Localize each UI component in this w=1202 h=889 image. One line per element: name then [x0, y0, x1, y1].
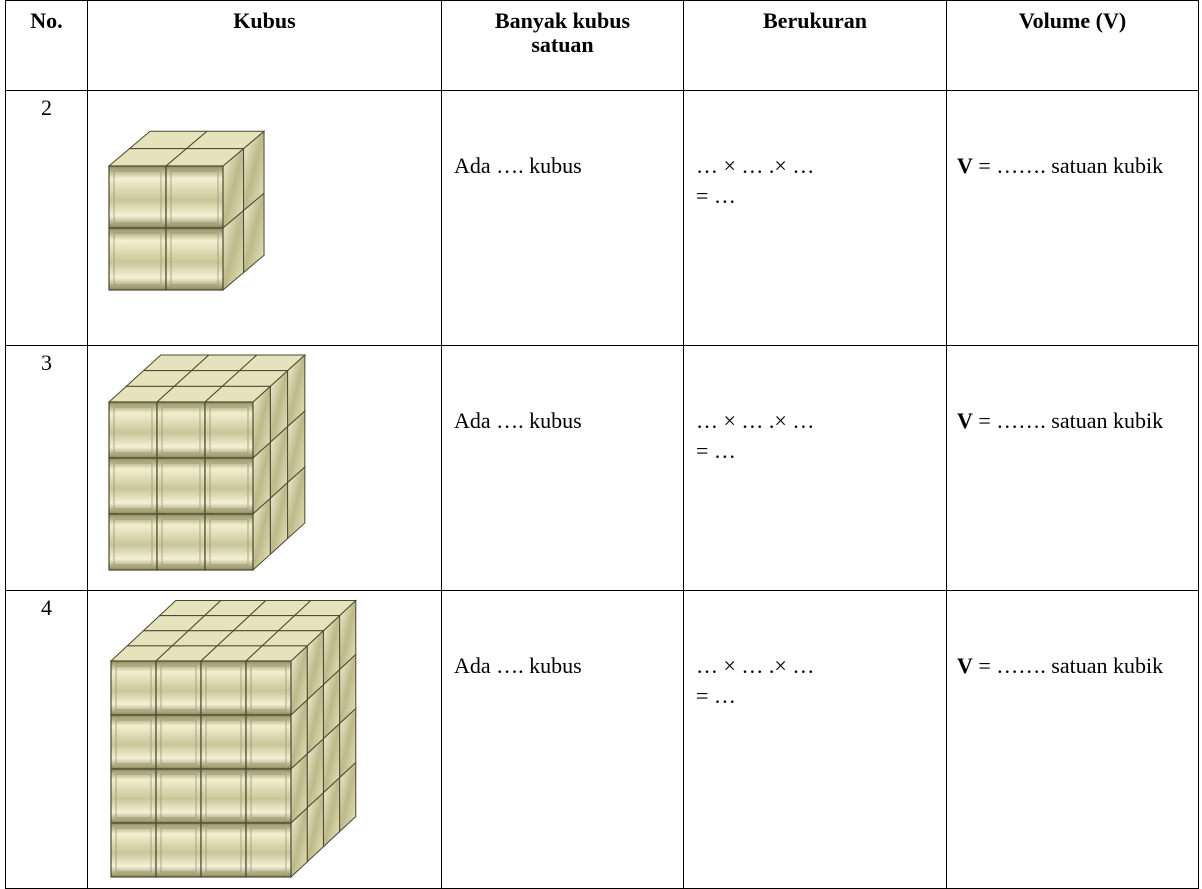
cube-cell	[87, 90, 442, 346]
volume-symbol: V	[957, 653, 973, 678]
cube-bevel	[115, 827, 152, 873]
cube-bevel	[250, 665, 287, 711]
cube-face	[245, 660, 292, 716]
cube-face	[156, 457, 206, 515]
volume-text: = ……. satuan kubik	[978, 153, 1164, 178]
cube-face	[200, 714, 247, 770]
volume-table: No. Kubus Banyak kubus satuan Berukuran …	[5, 0, 1199, 889]
cube-bevel	[161, 462, 201, 510]
size-line: … × … .× …	[696, 153, 815, 178]
cube-bevel	[209, 406, 249, 454]
cube-bevel	[113, 406, 153, 454]
size-line: … × … .× …	[696, 653, 815, 678]
size-line: = …	[696, 183, 736, 208]
cube-bevel	[209, 518, 249, 566]
cube-bevel	[161, 518, 201, 566]
cube-cell	[87, 590, 442, 889]
cube-cell	[87, 345, 442, 591]
volume-symbol: V	[957, 153, 973, 178]
number-cell: 2	[5, 90, 88, 346]
cube-face	[204, 513, 254, 571]
size-cell: … × … .× … = …	[683, 345, 947, 591]
table-row: 4 Ada …. kubus … × … .× … = … V = ……. satuan…	[5, 590, 1199, 889]
cube-bevel	[205, 827, 242, 873]
cube-bevel	[115, 719, 152, 765]
cube-bevel	[160, 665, 197, 711]
cube-bevel	[160, 827, 197, 873]
cube-face	[165, 227, 224, 291]
cube-face	[155, 768, 202, 824]
cube-face	[108, 457, 158, 515]
size-cell: … × … .× … = …	[683, 90, 947, 346]
size-line: = …	[696, 683, 736, 708]
volume-text: = ……. satuan kubik	[978, 408, 1164, 433]
cube-face	[155, 822, 202, 878]
header-row: No. Kubus Banyak kubus satuan Berukuran …	[5, 0, 1199, 91]
cube-face	[200, 822, 247, 878]
cube-face	[165, 165, 224, 229]
cube-face	[108, 401, 158, 459]
volume-symbol: V	[957, 408, 973, 433]
cube-face	[110, 822, 157, 878]
cube-bevel	[250, 773, 287, 819]
cube-face	[245, 768, 292, 824]
cube-face	[156, 513, 206, 571]
cube-bevel	[113, 462, 153, 510]
cube-bevel	[161, 406, 201, 454]
cube-face	[200, 660, 247, 716]
size-cell: … × … .× … = …	[683, 590, 947, 889]
cube-bevel	[250, 827, 287, 873]
cube-face	[200, 768, 247, 824]
count-cell: Ada …. kubus	[441, 90, 684, 346]
cube-bevel	[115, 773, 152, 819]
count-cell: Ada …. kubus	[441, 345, 684, 591]
cube-bevel	[160, 773, 197, 819]
table-row: 2 Ada …. kubus … × … .× … = … V = ……. satuan…	[5, 90, 1199, 346]
cube-illustration	[109, 599, 358, 879]
cube-bevel	[160, 719, 197, 765]
cube-face	[204, 457, 254, 515]
header-cell: Banyak kubus satuan	[441, 0, 684, 91]
cube-face	[156, 401, 206, 459]
cube-face	[245, 714, 292, 770]
cube-bevel	[115, 665, 152, 711]
header-cell: No.	[5, 0, 88, 91]
volume-cell: V = ……. satuan kubik	[946, 345, 1199, 591]
count-cell: Ada …. kubus	[441, 590, 684, 889]
cube-face	[110, 660, 157, 716]
cube-face	[155, 714, 202, 770]
cube-bevel	[113, 518, 153, 566]
cube-bevel	[113, 232, 162, 286]
number-cell: 3	[5, 345, 88, 591]
cube-face	[245, 822, 292, 878]
cube-bevel	[205, 719, 242, 765]
cube-bevel	[170, 232, 219, 286]
header-cell: Berukuran	[683, 0, 947, 91]
size-line: = …	[696, 438, 736, 463]
cube-face	[110, 714, 157, 770]
cube-bevel	[205, 665, 242, 711]
volume-cell: V = ……. satuan kubik	[946, 90, 1199, 346]
cube-face	[108, 227, 167, 291]
header-cell: Volume (V)	[946, 0, 1199, 91]
cube-bevel	[250, 719, 287, 765]
cube-face	[110, 768, 157, 824]
cube-face	[108, 165, 167, 229]
cube-face	[204, 401, 254, 459]
cube-face	[108, 513, 158, 571]
cube-bevel	[205, 773, 242, 819]
cube-bevel	[209, 462, 249, 510]
cube-bevel	[113, 170, 162, 224]
table-row: 3 Ada …. kubus … × … .× … = … V = ……. satuan…	[5, 345, 1199, 591]
header-cell: Kubus	[87, 0, 442, 91]
cube-face	[155, 660, 202, 716]
cube-illustration	[107, 353, 307, 572]
cube-bevel	[170, 170, 219, 224]
volume-text: = ……. satuan kubik	[978, 653, 1164, 678]
size-line: … × … .× …	[696, 408, 815, 433]
volume-cell: V = ……. satuan kubik	[946, 590, 1199, 889]
number-cell: 4	[5, 590, 88, 889]
cube-illustration	[107, 130, 266, 292]
